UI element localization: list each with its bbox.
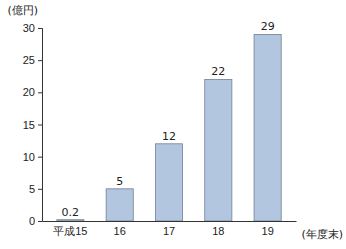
y-tick: 5 [29,183,42,195]
x-tick: 平成15 [53,221,87,237]
y-tick: 10 [23,151,42,163]
y-tick: 25 [23,54,42,66]
y-tick: 0 [29,215,42,227]
y-axis: 0 5 10 15 20 25 30 [23,22,43,227]
x-tick-label: 平成15 [53,225,87,237]
y-tick-mark [38,60,42,61]
y-tick-mark [38,28,42,29]
y-tick-label: 10 [23,151,35,163]
y-tick-label: 20 [23,86,35,98]
y-tick-label: 25 [23,54,35,66]
y-tick: 20 [23,86,42,98]
y-tick: 30 [23,22,42,34]
x-tick-label: 17 [163,225,175,237]
bar [106,189,133,221]
x-axis: 平成15 16 17 18 19 [43,221,297,237]
y-tick-label: 5 [29,183,35,195]
x-tick: 19 [262,221,274,237]
y-tick-mark [38,157,42,158]
x-tick-label: 16 [114,225,126,237]
y-tick-mark [38,189,42,190]
data-label: 29 [261,20,275,33]
x-tick-label: 18 [212,225,224,237]
x-tick: 16 [114,221,126,237]
chart: 0 5 10 15 20 25 30 平成15 16 17 18 19 0.2 5 12 22 29 (億円) (年… [0,0,346,249]
y-tick-mark [38,92,42,93]
y-tick-label: 0 [29,215,35,227]
data-label: 22 [211,65,225,78]
data-labels: 0.2 5 12 22 29 [62,20,275,218]
bar [57,220,84,221]
bars [57,34,281,221]
bar [155,144,182,221]
y-tick-label: 15 [23,119,35,131]
bar [254,34,281,221]
y-tick-mark [38,221,42,222]
x-tick: 18 [212,221,224,237]
bar [205,79,232,221]
y-axis-title: (億円) [7,4,38,17]
data-label: 5 [116,175,123,188]
y-tick: 15 [23,119,42,131]
data-label: 0.2 [62,206,80,219]
x-tick: 17 [163,221,175,237]
x-axis-line [43,221,297,222]
y-tick-label: 30 [23,22,35,34]
data-label: 12 [162,130,176,143]
x-axis-title: (年度末) [301,228,343,241]
y-axis-line [38,29,43,222]
y-tick-mark [38,125,42,126]
x-tick-label: 19 [262,225,274,237]
